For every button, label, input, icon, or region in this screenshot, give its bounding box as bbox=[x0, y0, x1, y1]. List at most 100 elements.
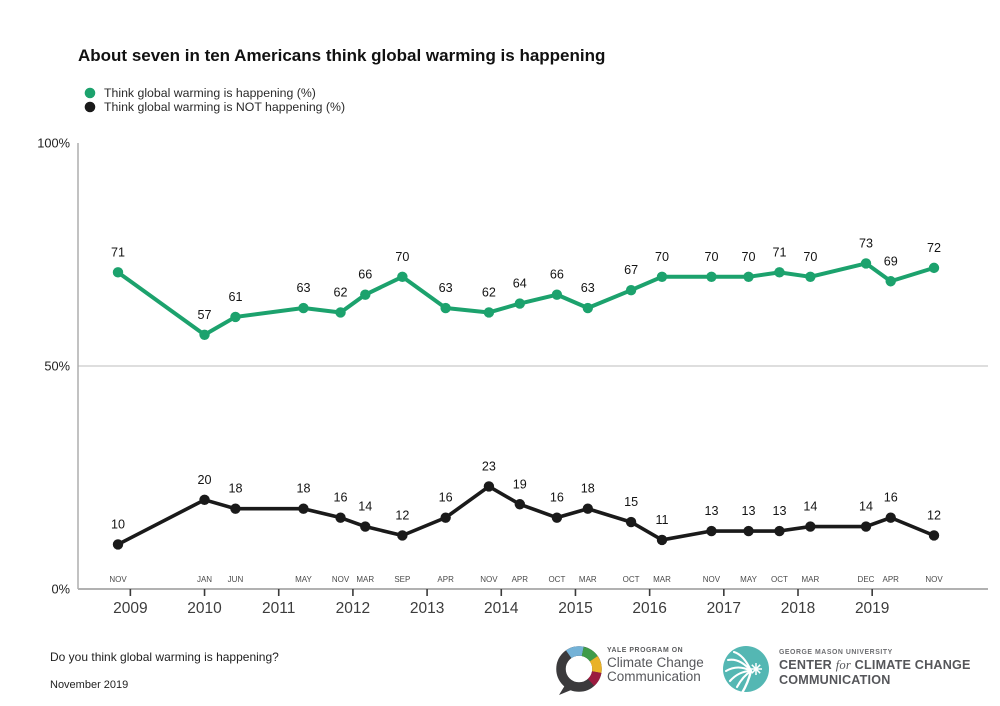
value-label: 71 bbox=[772, 245, 786, 259]
data-point bbox=[335, 512, 346, 523]
month-label: NOV bbox=[703, 575, 721, 584]
yale-climate-logo-icon bbox=[556, 646, 602, 695]
month-label: NOV bbox=[332, 575, 350, 584]
value-label: 73 bbox=[859, 236, 873, 250]
gmu-for-word: for bbox=[835, 658, 851, 672]
gmu-star-spark bbox=[750, 663, 762, 675]
value-label: 10 bbox=[111, 517, 125, 531]
gmu-logo-text: GEORGE MASON UNIVERSITY CENTER for CLIMA… bbox=[779, 649, 971, 687]
y-tick-label: 100% bbox=[37, 136, 70, 151]
data-point bbox=[199, 494, 210, 505]
data-point bbox=[706, 271, 717, 282]
yale-eyebrow: YALE PROGRAM ON bbox=[607, 647, 684, 654]
month-label: MAR bbox=[579, 575, 597, 584]
data-point bbox=[928, 262, 940, 274]
value-label: 19 bbox=[513, 477, 527, 491]
value-label: 14 bbox=[803, 500, 817, 514]
month-label: OCT bbox=[623, 575, 640, 584]
data-point bbox=[743, 525, 754, 537]
value-label: 63 bbox=[296, 281, 310, 295]
legend-dot-happening-icon bbox=[84, 87, 96, 99]
value-label: 14 bbox=[358, 500, 372, 514]
data-point bbox=[774, 267, 785, 278]
value-label: 63 bbox=[439, 281, 453, 295]
value-label: 14 bbox=[859, 500, 873, 514]
data-point bbox=[360, 289, 371, 300]
month-label: MAR bbox=[653, 575, 671, 584]
data-point bbox=[805, 271, 816, 282]
data-point bbox=[230, 311, 241, 323]
data-point bbox=[743, 271, 754, 282]
data-point bbox=[298, 503, 309, 514]
value-label: 71 bbox=[111, 245, 125, 259]
data-point bbox=[483, 481, 495, 492]
gmu-line2: COMMUNICATION bbox=[779, 672, 891, 687]
yale-line2: Communication bbox=[607, 668, 701, 684]
data-point bbox=[928, 530, 940, 541]
year-label: 2012 bbox=[336, 600, 370, 617]
yale-line1: Climate Change bbox=[607, 655, 704, 670]
month-label: JUN bbox=[228, 575, 244, 584]
data-point bbox=[514, 499, 526, 510]
value-label: 16 bbox=[884, 491, 898, 505]
month-label: NOV bbox=[925, 575, 943, 584]
value-label: 66 bbox=[358, 268, 372, 282]
survey-date: November 2019 bbox=[50, 679, 129, 691]
data-point bbox=[551, 289, 563, 300]
data-point bbox=[656, 271, 668, 282]
month-label: NOV bbox=[109, 575, 127, 584]
year-label: 2018 bbox=[781, 600, 815, 617]
data-point bbox=[397, 530, 408, 541]
chart-title: About seven in ten Americans think globa… bbox=[78, 46, 606, 65]
value-label: 11 bbox=[655, 513, 668, 527]
month-label: MAY bbox=[295, 575, 312, 584]
data-point bbox=[625, 516, 637, 528]
value-label: 62 bbox=[482, 285, 496, 299]
value-label: 70 bbox=[704, 250, 718, 264]
legend-label-not-happening: Think global warming is NOT happening (%… bbox=[104, 100, 346, 114]
data-point bbox=[656, 534, 668, 546]
data-point bbox=[230, 503, 241, 514]
value-label: 13 bbox=[742, 504, 756, 518]
month-label: JAN bbox=[197, 575, 212, 584]
year-label: 2015 bbox=[558, 600, 592, 617]
survey-question: Do you think global warming is happening… bbox=[50, 650, 279, 664]
month-label: NOV bbox=[480, 575, 498, 584]
data-point bbox=[440, 302, 451, 314]
legend-dot-not-happening-icon bbox=[84, 101, 96, 113]
value-label: 18 bbox=[581, 482, 595, 496]
data-point bbox=[706, 525, 717, 537]
gmu-center-logo-icon bbox=[723, 646, 769, 695]
data-point bbox=[514, 298, 526, 309]
data-point bbox=[360, 521, 371, 532]
month-label: OCT bbox=[548, 575, 565, 584]
y-tick-label: 50% bbox=[44, 359, 70, 374]
value-label: 62 bbox=[334, 285, 348, 299]
month-label: OCT bbox=[771, 575, 788, 584]
month-label: MAY bbox=[740, 575, 757, 584]
value-label: 18 bbox=[228, 482, 242, 496]
value-label: 63 bbox=[581, 281, 595, 295]
month-label: APR bbox=[512, 575, 529, 584]
data-point bbox=[885, 276, 896, 287]
value-label: 16 bbox=[334, 491, 348, 505]
data-point bbox=[860, 258, 872, 269]
value-label: 69 bbox=[884, 254, 898, 268]
value-label: 18 bbox=[296, 482, 310, 496]
value-label: 72 bbox=[927, 241, 941, 255]
data-point bbox=[440, 512, 451, 523]
value-label: 57 bbox=[198, 308, 212, 322]
data-point bbox=[112, 267, 124, 278]
value-label: 23 bbox=[482, 459, 496, 473]
year-label: 2009 bbox=[113, 600, 147, 617]
value-label: 70 bbox=[742, 250, 756, 264]
year-label: 2016 bbox=[632, 600, 666, 617]
data-point bbox=[112, 539, 124, 550]
data-point bbox=[551, 512, 563, 523]
month-label: APR bbox=[883, 575, 900, 584]
data-point bbox=[625, 284, 637, 296]
month-label: DEC bbox=[858, 575, 875, 584]
value-label: 64 bbox=[513, 277, 527, 291]
